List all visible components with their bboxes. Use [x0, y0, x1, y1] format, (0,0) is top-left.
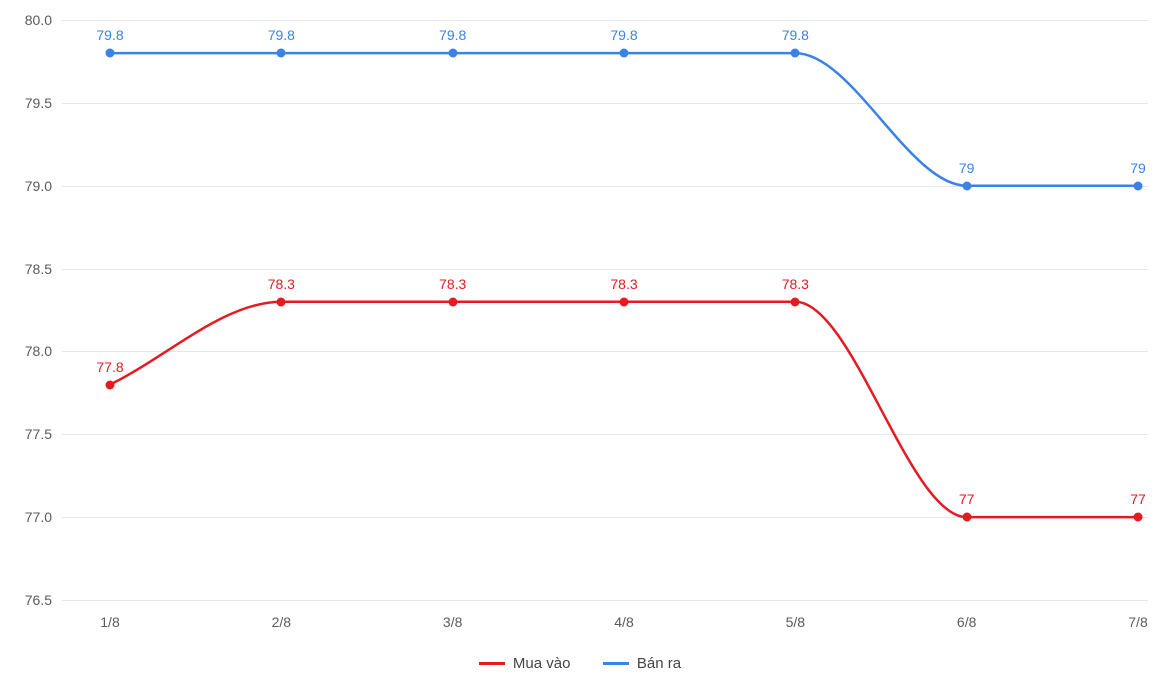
marker-mua_vao	[277, 297, 286, 306]
legend-item-mua-vao: Mua vào	[479, 655, 571, 672]
legend-item-ban-ra: Bán ra	[603, 655, 681, 672]
data-label-mua_vao: 78.3	[610, 276, 637, 292]
marker-mua_vao	[106, 380, 115, 389]
legend-swatch-mua-vao	[479, 662, 505, 665]
marker-mua_vao	[962, 513, 971, 522]
x-tick-label: 6/8	[957, 614, 976, 630]
legend-label-ban-ra: Bán ra	[637, 655, 681, 672]
legend-swatch-ban-ra	[603, 662, 629, 665]
marker-ban_ra	[448, 49, 457, 58]
marker-ban_ra	[620, 49, 629, 58]
marker-ban_ra	[962, 181, 971, 190]
y-gridline	[62, 103, 1148, 104]
data-label-ban_ra: 79.8	[96, 27, 123, 43]
marker-mua_vao	[791, 297, 800, 306]
y-gridline	[62, 186, 1148, 187]
price-line-chart: 80.0 79.5 79.0 78.5 78.0 77.5 77.0 76.5 1/8 2/8 3…	[0, 0, 1160, 688]
y-tick-label: 78.0	[25, 343, 52, 359]
x-tick-label: 7/8	[1128, 614, 1147, 630]
y-tick-label: 79.0	[25, 178, 52, 194]
legend-label-mua-vao: Mua vào	[513, 655, 571, 672]
data-label-mua_vao: 77	[1130, 491, 1146, 507]
series-line-ban_ra	[110, 53, 1138, 186]
data-label-ban_ra: 79.8	[268, 27, 295, 43]
y-tick-label: 77.0	[25, 509, 52, 525]
y-gridline	[62, 351, 1148, 352]
data-label-ban_ra: 79.8	[610, 27, 637, 43]
x-tick-label: 4/8	[614, 614, 633, 630]
data-label-mua_vao: 77.8	[96, 359, 123, 375]
x-tick-label: 1/8	[100, 614, 119, 630]
data-label-mua_vao: 78.3	[782, 276, 809, 292]
marker-mua_vao	[448, 297, 457, 306]
data-label-mua_vao: 78.3	[439, 276, 466, 292]
data-label-ban_ra: 79.8	[439, 27, 466, 43]
y-gridline	[62, 20, 1148, 21]
x-tick-label: 5/8	[786, 614, 805, 630]
y-tick-label: 77.5	[25, 426, 52, 442]
y-gridline	[62, 434, 1148, 435]
data-label-mua_vao: 77	[959, 491, 975, 507]
data-label-ban_ra: 79	[959, 160, 975, 176]
y-tick-label: 80.0	[25, 12, 52, 28]
marker-ban_ra	[106, 49, 115, 58]
data-label-ban_ra: 79.8	[782, 27, 809, 43]
x-tick-label: 2/8	[272, 614, 291, 630]
y-tick-label: 78.5	[25, 261, 52, 277]
marker-ban_ra	[277, 49, 286, 58]
marker-mua_vao	[620, 297, 629, 306]
y-gridline	[62, 517, 1148, 518]
marker-mua_vao	[1134, 513, 1143, 522]
y-gridline	[62, 269, 1148, 270]
marker-ban_ra	[1134, 181, 1143, 190]
legend: Mua vào Bán ra	[0, 652, 1160, 672]
series-line-mua_vao	[110, 302, 1138, 517]
marker-ban_ra	[791, 49, 800, 58]
y-gridline	[62, 600, 1148, 601]
x-tick-label: 3/8	[443, 614, 462, 630]
y-tick-label: 76.5	[25, 592, 52, 608]
y-tick-label: 79.5	[25, 95, 52, 111]
data-label-mua_vao: 78.3	[268, 276, 295, 292]
data-label-ban_ra: 79	[1130, 160, 1146, 176]
